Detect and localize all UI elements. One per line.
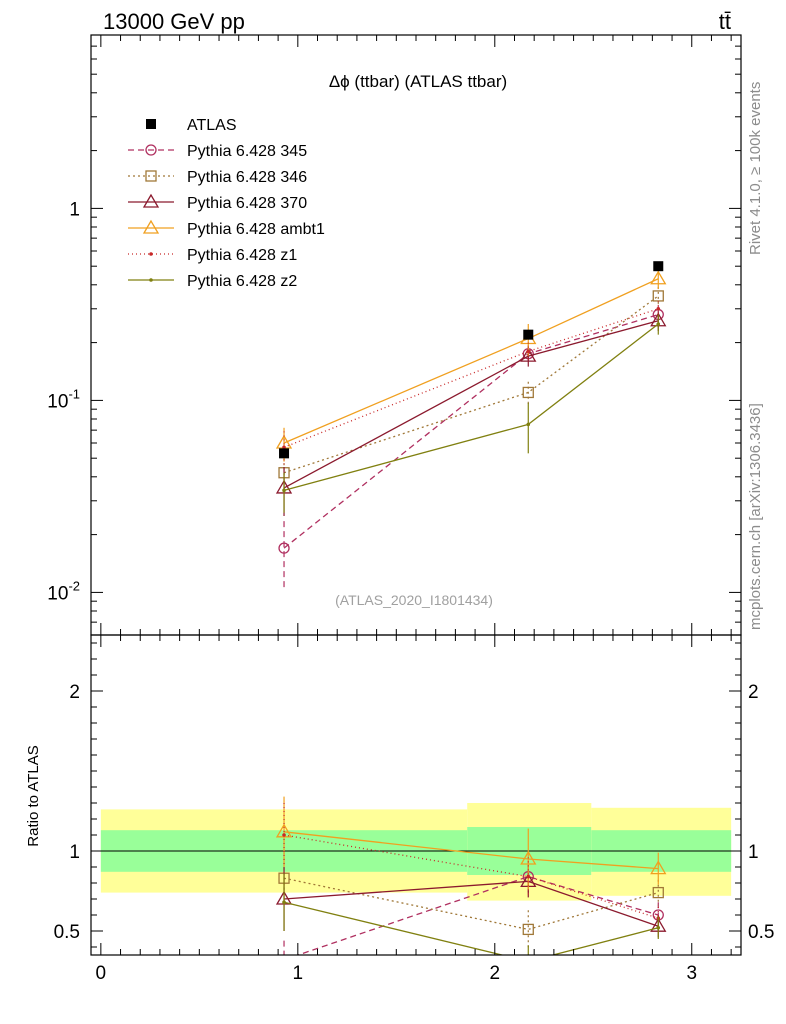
series-point-ratio (650, 860, 667, 875)
axes-group: 0 1 2 3 10-2 10-1 1 0.5 0.5 1 1 2 2 (47, 34, 774, 984)
ratio-tick-label-left: 2 (69, 682, 80, 703)
series-line-ratio (283, 901, 659, 955)
atlas-data-point (523, 329, 534, 340)
rivet-version-label: Rivet 4.1.0, ≥ 100k events (747, 81, 764, 255)
analysis-watermark: (ATLAS_2020_I1801434) (335, 592, 493, 608)
series-line-main (283, 323, 659, 491)
legend-marker (149, 252, 153, 256)
legend-marker (145, 144, 157, 156)
atlas-data-point (653, 261, 664, 272)
x-tick-label: 2 (489, 963, 500, 984)
series-point-main (526, 422, 531, 427)
series-point-main (282, 445, 286, 450)
series-line-main (283, 313, 659, 549)
legend-marker (149, 278, 153, 282)
series-point-ratio (656, 926, 661, 930)
ratio-tick-label-right: 1 (748, 842, 759, 863)
y-tick-label-main: 10-2 (47, 578, 80, 604)
series-point-main (522, 386, 534, 399)
atlas-data-point (279, 448, 290, 459)
y-tick-label-main: 1 (69, 199, 80, 220)
main-series-group (275, 269, 667, 589)
series-point-main (520, 347, 537, 362)
series-point-main (526, 349, 531, 354)
ratio-tick-label-right: 2 (748, 682, 759, 703)
series-point-main (656, 322, 661, 326)
legend-marker (145, 170, 157, 182)
series-point-ratio (526, 874, 531, 879)
series-point-main (656, 306, 661, 311)
ratio-series-group (275, 796, 667, 955)
legend-label-atlas: ATLAS (187, 117, 237, 134)
legend-label: Pythia 6.428 370 (187, 195, 307, 212)
y-tick-label-main: 10-1 (47, 386, 80, 412)
ratio-tick-label-left: 0.5 (54, 922, 80, 943)
series-point-ratio (282, 900, 286, 904)
atlas-data-group (279, 261, 664, 459)
series-point-ratio (522, 923, 534, 936)
series-line-main (283, 320, 659, 489)
series-line-main (283, 278, 659, 444)
series-point-main (650, 270, 667, 285)
header-left: 13000 GeV pp (103, 9, 245, 34)
legend-label: Pythia 6.428 z1 (187, 247, 297, 264)
header-right: tt̄ (719, 9, 731, 34)
x-tick-label: 1 (293, 963, 304, 984)
mcplots-label: mcplots.cern.ch [arXiv:1306.3436] (747, 403, 764, 630)
legend-label: Pythia 6.428 z2 (187, 273, 297, 290)
ratio-tick-label-left: 1 (69, 842, 80, 863)
x-tick-label: 3 (686, 963, 697, 984)
legend: ATLAS Pythia 6.428 345 Pythia 6.428 346 Pyt… (128, 117, 325, 290)
legend-label: Pythia 6.428 ambt1 (187, 221, 325, 238)
series-line-main (283, 295, 659, 474)
legend-marker-atlas (146, 119, 156, 129)
ratio-tick-label-right: 0.5 (748, 922, 774, 943)
legend-label: Pythia 6.428 345 (187, 143, 307, 160)
series-point-ratio (520, 850, 537, 865)
legend-marker (142, 193, 160, 208)
ratio-uncertainty-bands (91, 803, 741, 901)
legend-label: Pythia 6.428 346 (187, 169, 307, 186)
ratio-frame (90, 634, 742, 956)
x-tick-label: 0 (96, 963, 107, 984)
series-line-main (283, 308, 659, 448)
chart-title: Δϕ (ttbar) (ATLAS ttbar) (329, 72, 507, 91)
series-point-ratio (652, 886, 664, 899)
legend-marker (142, 219, 160, 234)
series-point-ratio (282, 833, 286, 837)
series-point-main (278, 542, 290, 554)
ratio-axis-label: Ratio to ATLAS (25, 745, 42, 846)
series-point-main (282, 488, 286, 493)
